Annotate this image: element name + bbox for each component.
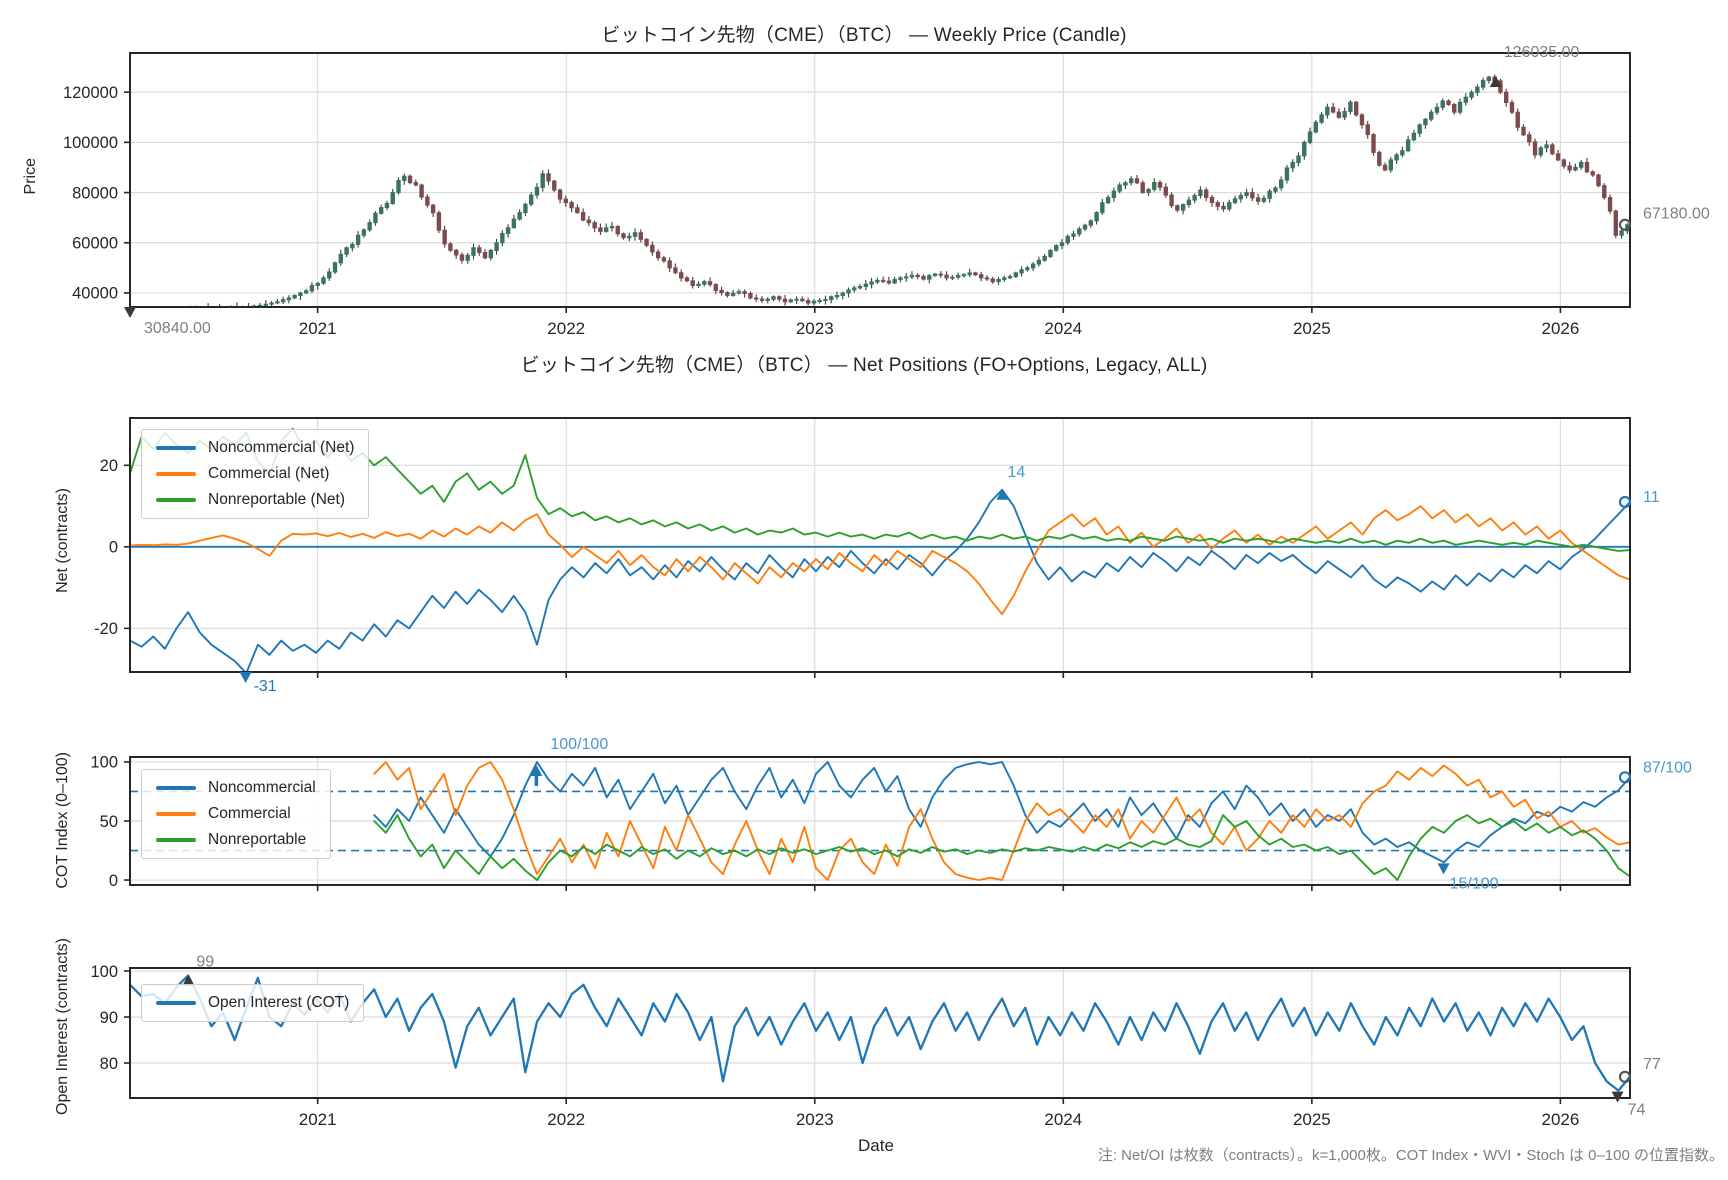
svg-text:80000: 80000 xyxy=(72,184,118,202)
svg-text:2024: 2024 xyxy=(1044,319,1082,338)
line-swatch-icon xyxy=(156,446,196,450)
svg-text:2025: 2025 xyxy=(1293,319,1331,338)
svg-text:67180.00: 67180.00 xyxy=(1643,206,1710,223)
svg-text:40000: 40000 xyxy=(72,285,118,303)
legend-label: Open Interest (COT) xyxy=(208,994,350,1011)
svg-text:2022: 2022 xyxy=(547,319,585,338)
legend-item-nonreportable-net: Nonreportable (Net) xyxy=(156,491,354,509)
open-interest-y-axis-label: Open Interest (contracts) xyxy=(54,938,71,1115)
svg-text:20: 20 xyxy=(100,457,118,475)
line-swatch-icon xyxy=(156,838,196,842)
svg-text:30840.00: 30840.00 xyxy=(144,320,211,337)
svg-text:15/100: 15/100 xyxy=(1450,875,1499,892)
svg-text:100: 100 xyxy=(90,963,118,981)
line-swatch-icon xyxy=(156,786,196,790)
svg-text:2026: 2026 xyxy=(1541,1110,1579,1129)
legend-item-commercial: Commercial xyxy=(156,805,316,823)
price-y-axis-label: Price xyxy=(22,158,39,195)
svg-text:11: 11 xyxy=(1643,489,1660,506)
cot-index-y-axis-label: COT Index (0–100) xyxy=(54,752,71,889)
net-positions-chart-title: ビットコイン先物（CME）（BTC） — Net Positions (FO+O… xyxy=(520,355,1208,376)
svg-text:2023: 2023 xyxy=(796,1110,834,1129)
legend-label: Commercial xyxy=(208,805,291,822)
svg-text:2025: 2025 xyxy=(1293,1110,1331,1129)
svg-text:2023: 2023 xyxy=(796,319,834,338)
price-chart-title: ビットコイン先物（CME）（BTC） — Weekly Price (Candl… xyxy=(601,25,1127,46)
open-interest-legend: Open Interest (COT) xyxy=(141,984,365,1022)
svg-text:100: 100 xyxy=(90,754,118,772)
legend-item-nonreportable: Nonreportable xyxy=(156,831,316,849)
svg-text:74: 74 xyxy=(1628,1102,1646,1119)
svg-text:-31: -31 xyxy=(254,678,277,695)
legend-label: Noncommercial (Net) xyxy=(208,439,355,456)
svg-text:2021: 2021 xyxy=(299,319,337,338)
svg-text:50: 50 xyxy=(100,813,118,831)
legend-item-open-interest: Open Interest (COT) xyxy=(156,994,349,1012)
net-positions-legend: Noncommercial (Net) Commercial (Net) Non… xyxy=(141,429,370,519)
svg-text:100/100: 100/100 xyxy=(550,736,608,753)
svg-text:80: 80 xyxy=(100,1055,118,1073)
svg-text:77: 77 xyxy=(1643,1056,1661,1073)
footnote-text: 注: Net/OI は枚数（contracts）。k=1,000枚。COT In… xyxy=(1097,1147,1724,1164)
svg-text:2026: 2026 xyxy=(1541,319,1579,338)
net-y-axis-label: Net (contracts) xyxy=(54,488,71,593)
legend-item-commercial-net: Commercial (Net) xyxy=(156,465,354,483)
svg-text:99: 99 xyxy=(196,954,214,971)
x-axis-label-date: Date xyxy=(858,1136,894,1155)
svg-text:0: 0 xyxy=(109,539,118,557)
legend-label: Noncommercial xyxy=(208,779,316,796)
legend-item-noncommercial-net: Noncommercial (Net) xyxy=(156,439,354,457)
legend-label: Nonreportable xyxy=(208,831,307,848)
svg-text:14: 14 xyxy=(1008,464,1026,481)
cot-index-legend: Noncommercial Commercial Nonreportable xyxy=(141,769,331,859)
svg-text:2021: 2021 xyxy=(299,1110,337,1129)
line-swatch-icon xyxy=(156,812,196,816)
svg-text:2022: 2022 xyxy=(547,1110,585,1129)
line-swatch-icon xyxy=(156,1001,196,1005)
svg-text:87/100: 87/100 xyxy=(1643,759,1692,776)
legend-item-noncommercial: Noncommercial xyxy=(156,779,316,797)
line-swatch-icon xyxy=(156,498,196,502)
svg-text:0: 0 xyxy=(109,872,118,890)
svg-text:90: 90 xyxy=(100,1009,118,1027)
svg-text:-20: -20 xyxy=(94,620,118,638)
legend-label: Nonreportable (Net) xyxy=(208,491,345,508)
svg-text:126035.00: 126035.00 xyxy=(1504,44,1580,61)
line-swatch-icon xyxy=(156,472,196,476)
legend-label: Commercial (Net) xyxy=(208,465,330,482)
svg-text:100000: 100000 xyxy=(63,134,118,152)
svg-text:120000: 120000 xyxy=(63,84,118,102)
svg-text:60000: 60000 xyxy=(72,235,118,253)
svg-text:2024: 2024 xyxy=(1044,1110,1082,1129)
